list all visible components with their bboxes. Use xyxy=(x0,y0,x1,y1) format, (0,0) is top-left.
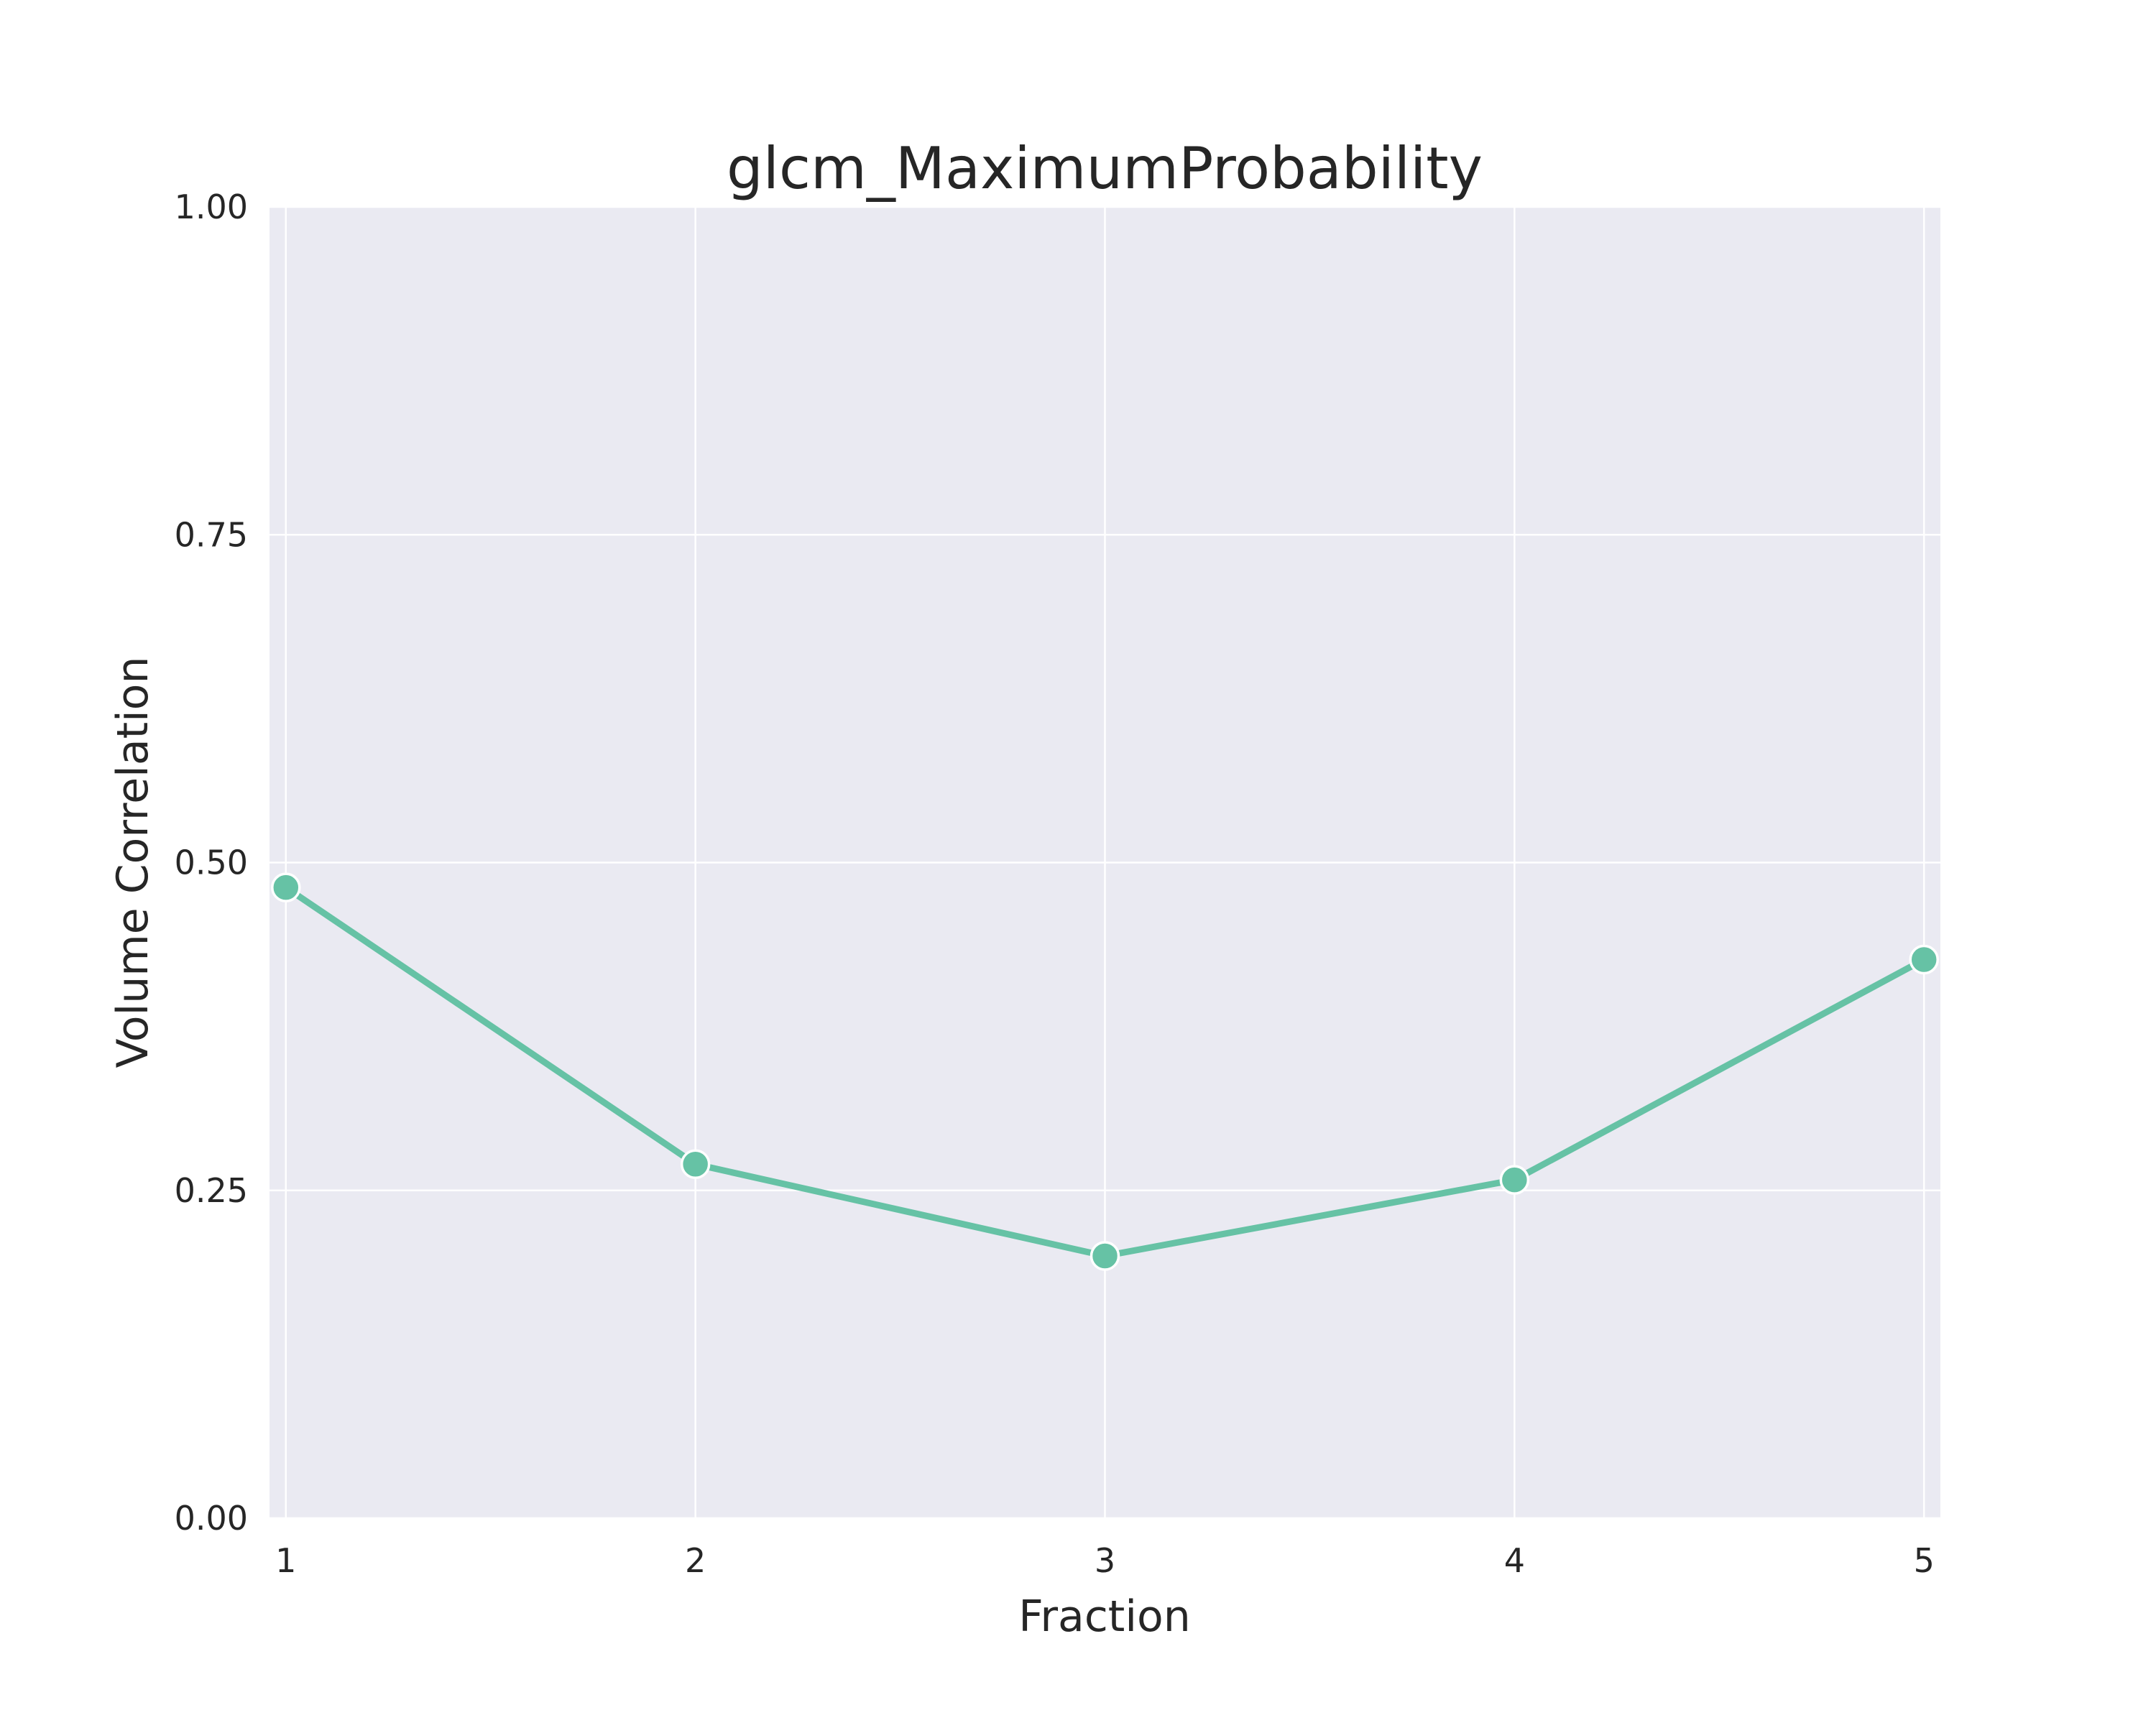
series-layer xyxy=(271,872,1939,1271)
x-tick-label: 2 xyxy=(685,1541,706,1580)
y-tick-label: 0.75 xyxy=(175,515,248,554)
x-tick-label: 5 xyxy=(1914,1541,1935,1580)
y-tick-label: 0.25 xyxy=(175,1171,248,1210)
y-tick-label: 0.00 xyxy=(175,1499,248,1538)
x-tick-label: 1 xyxy=(275,1541,296,1580)
y-tick-label: 0.50 xyxy=(175,844,248,882)
data-point xyxy=(1089,1241,1120,1271)
y-tick-label: 1.00 xyxy=(175,188,248,226)
data-point xyxy=(1499,1165,1530,1195)
chart-title: glcm_MaximumProbability xyxy=(727,135,1483,202)
x-tick-label: 3 xyxy=(1095,1541,1115,1580)
data-point xyxy=(680,1149,711,1179)
y-axis-label: Volume Correlation xyxy=(108,656,158,1068)
data-point xyxy=(1909,944,1939,975)
grid-lines xyxy=(270,205,1940,1520)
data-point xyxy=(271,872,301,902)
x-axis-label: Fraction xyxy=(1018,1591,1191,1642)
x-tick-label: 4 xyxy=(1504,1541,1525,1580)
tick-labels: 1 2 3 4 5 0.00 0.25 0.50 0.75 1.00 xyxy=(175,188,1935,1580)
